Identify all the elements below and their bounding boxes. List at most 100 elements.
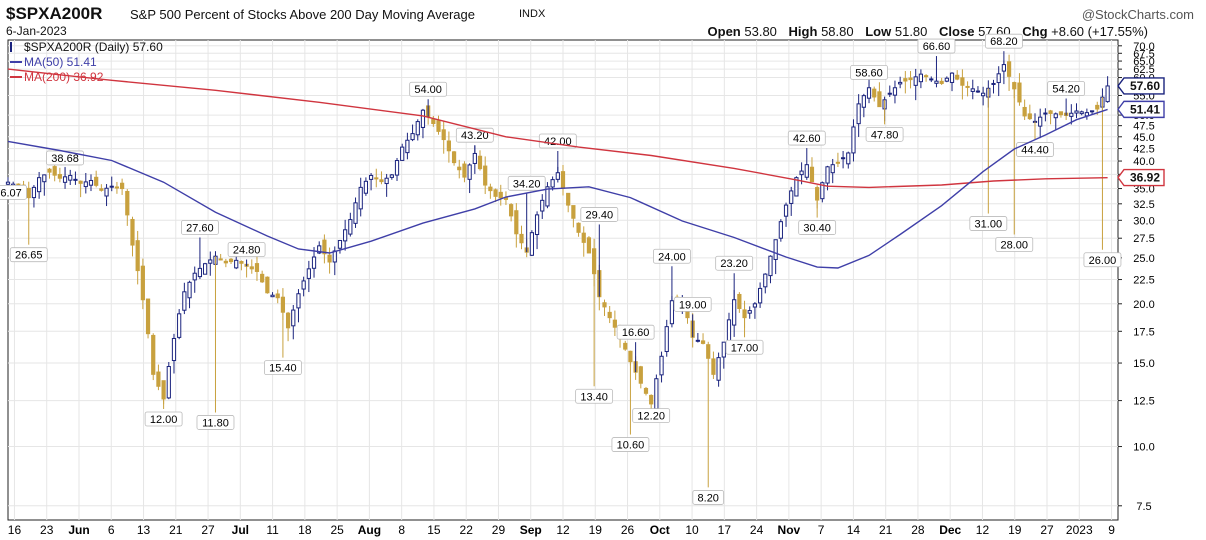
data-label: 24.00 bbox=[658, 251, 686, 263]
candle-body bbox=[140, 265, 145, 301]
data-label-box bbox=[9, 247, 48, 263]
x-tick-label: 15 bbox=[427, 523, 441, 537]
data-label: 24.80 bbox=[233, 244, 261, 256]
candle-body bbox=[1006, 61, 1012, 77]
candle-body bbox=[789, 190, 794, 204]
candle-body bbox=[949, 72, 955, 83]
data-label-box bbox=[0, 184, 27, 200]
data-label: 68.20 bbox=[990, 36, 1018, 48]
data-label: 58.60 bbox=[855, 67, 883, 79]
candle-body bbox=[145, 298, 151, 335]
data-label-box bbox=[611, 437, 650, 452]
candle-body bbox=[1069, 112, 1074, 117]
candle-body bbox=[306, 268, 311, 279]
high-value: 58.80 bbox=[821, 24, 854, 39]
data-label-box bbox=[653, 248, 691, 264]
data-label-box bbox=[264, 360, 302, 376]
candle-body bbox=[177, 313, 182, 338]
data-label-box bbox=[409, 81, 448, 97]
candle-body bbox=[156, 371, 161, 387]
candle-body bbox=[918, 73, 924, 83]
data-label: 42.60 bbox=[793, 133, 821, 145]
data-label-box bbox=[1083, 252, 1122, 268]
candle-body bbox=[649, 394, 654, 405]
candle-body bbox=[223, 260, 228, 264]
y-tick-label: 25.0 bbox=[1133, 253, 1154, 265]
legend-price: $SPXA200R (Daily) 57.60 bbox=[10, 40, 163, 54]
y-tick-label: 22.5 bbox=[1133, 275, 1154, 287]
candle-body bbox=[550, 179, 555, 188]
x-tick-label: 8 bbox=[398, 523, 405, 537]
y-tick-label: 30.0 bbox=[1133, 215, 1154, 227]
x-tick-label: Sep bbox=[520, 523, 542, 537]
candle-body bbox=[576, 222, 581, 233]
data-label: 30.40 bbox=[803, 223, 831, 235]
candle-body bbox=[296, 293, 301, 309]
candle-body bbox=[664, 326, 669, 353]
candle-body bbox=[1022, 106, 1027, 117]
candle-body bbox=[249, 266, 254, 270]
x-tick-label: 16 bbox=[8, 523, 22, 537]
candle-body bbox=[1105, 85, 1110, 103]
candle-body bbox=[571, 205, 576, 219]
x-tick-label: 26 bbox=[621, 523, 635, 537]
candle-body bbox=[877, 91, 882, 108]
candle-body bbox=[721, 341, 726, 358]
candle-body bbox=[94, 176, 99, 186]
legend-ma50: MA(50) 51.41 bbox=[10, 55, 97, 69]
candle-body bbox=[1027, 113, 1032, 120]
data-label: 26.00 bbox=[1089, 255, 1117, 267]
candle-body bbox=[830, 164, 835, 174]
candle-body bbox=[161, 380, 166, 400]
data-label: 27.60 bbox=[186, 222, 214, 234]
candle-body bbox=[514, 210, 519, 235]
candle-body bbox=[99, 188, 104, 191]
y-tick-label: 47.5 bbox=[1133, 121, 1154, 133]
candle-body bbox=[389, 174, 394, 178]
candle-body bbox=[125, 190, 130, 216]
data-label: 23.20 bbox=[720, 258, 748, 270]
data-label: 66.60 bbox=[923, 41, 951, 53]
candle-body bbox=[892, 87, 898, 96]
data-label-box bbox=[850, 65, 888, 80]
x-tick-label: 27 bbox=[1040, 523, 1054, 537]
candle-body bbox=[1053, 113, 1058, 119]
candle-body bbox=[540, 199, 545, 212]
legend-ma200-text: MA(200) 36.92 bbox=[24, 70, 104, 84]
candle-body bbox=[1058, 111, 1064, 116]
candle-body bbox=[363, 180, 369, 194]
candle-body bbox=[965, 85, 970, 88]
data-label: 31.00 bbox=[975, 219, 1003, 231]
data-label-box bbox=[1047, 81, 1086, 96]
data-label: 8.20 bbox=[698, 492, 719, 504]
candle-body bbox=[825, 166, 830, 184]
candle-body bbox=[560, 171, 566, 189]
candle-body bbox=[638, 366, 643, 384]
x-tick-label: 10 bbox=[685, 523, 699, 537]
data-label-box bbox=[616, 324, 655, 340]
data-label-box bbox=[725, 339, 764, 355]
data-label: 17.00 bbox=[731, 342, 759, 354]
candle-body bbox=[379, 179, 384, 183]
candle-body bbox=[898, 81, 903, 85]
x-tick-label: 29 bbox=[492, 523, 506, 537]
candle-body bbox=[742, 309, 747, 319]
candle-body bbox=[260, 273, 265, 283]
exchange-label: INDX bbox=[519, 8, 546, 20]
data-label-box bbox=[715, 255, 754, 271]
data-label: 11.80 bbox=[202, 417, 229, 429]
data-label-box bbox=[227, 242, 266, 257]
x-tick-label: 14 bbox=[847, 523, 861, 537]
y-tick-label: 15.0 bbox=[1133, 358, 1154, 370]
candle-body bbox=[52, 166, 57, 176]
y-tick-label: 20.0 bbox=[1133, 299, 1154, 311]
x-tick-label: 24 bbox=[750, 523, 764, 537]
candle-body bbox=[374, 177, 379, 180]
ma50-line bbox=[7, 108, 1108, 269]
candle-body bbox=[285, 312, 291, 329]
data-label-box bbox=[995, 237, 1034, 252]
low-label: Low bbox=[865, 24, 892, 39]
candle-body bbox=[291, 309, 296, 327]
candle-body bbox=[1074, 110, 1079, 114]
candle-body bbox=[1038, 116, 1043, 127]
